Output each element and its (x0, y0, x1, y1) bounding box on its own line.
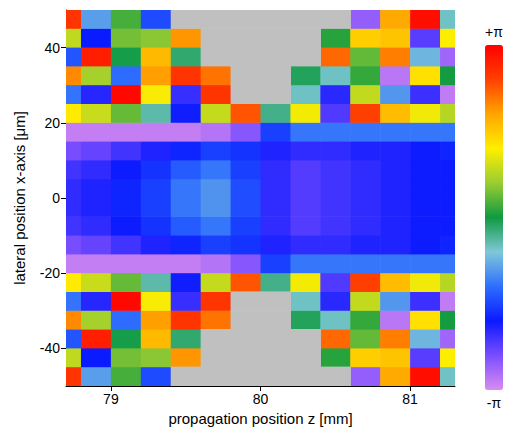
svg-text:40: 40 (44, 40, 60, 56)
svg-text:lateral position x-axis [μm]: lateral position x-axis [μm] (11, 111, 28, 285)
svg-text:propagation position z [mm]: propagation position z [mm] (168, 410, 352, 427)
svg-text:0: 0 (52, 190, 60, 206)
svg-text:20: 20 (44, 115, 60, 131)
svg-text:80: 80 (253, 391, 269, 407)
svg-text:81: 81 (402, 391, 418, 407)
svg-text:79: 79 (103, 391, 119, 407)
svg-text:-π: -π (487, 395, 502, 411)
svg-text:-20: -20 (40, 265, 60, 281)
svg-text:+π: +π (485, 24, 503, 40)
svg-text:-40: -40 (40, 340, 60, 356)
